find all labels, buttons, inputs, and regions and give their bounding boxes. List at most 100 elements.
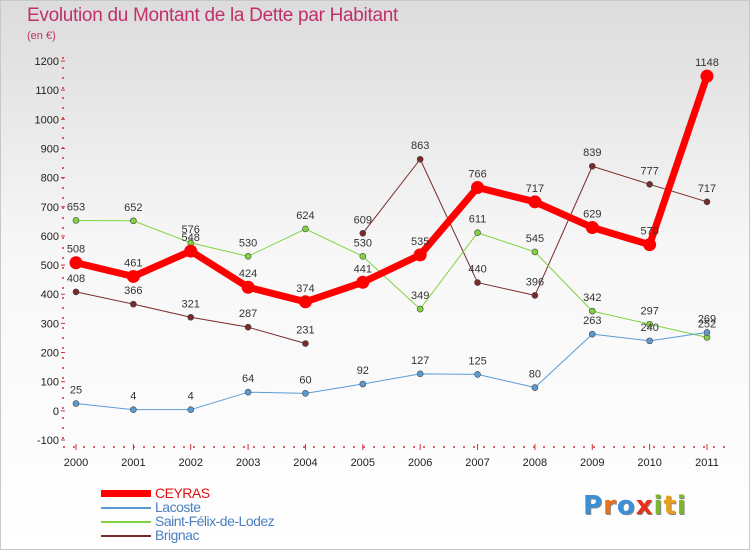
data-label-ceyras: 1148 — [695, 57, 719, 69]
x-tick-label: 2005 — [351, 457, 375, 469]
data-point-lacoste — [187, 406, 195, 413]
data-point-brignac — [416, 155, 424, 163]
data-point-lacoste — [302, 390, 309, 397]
data-label-ceyras: 717 — [526, 183, 544, 195]
data-label-ceyras: 441 — [354, 263, 372, 275]
data-label-lacoste: 127 — [411, 355, 429, 367]
data-point-ceyras — [69, 256, 83, 270]
data-point-ceyras — [413, 248, 427, 262]
data-label-brignac: 231 — [296, 325, 314, 337]
data-label-brignac: 717 — [698, 183, 716, 195]
data-point-brignac — [244, 323, 252, 331]
logo-letter: i — [676, 491, 687, 521]
logo-letter: o — [616, 491, 636, 521]
chart-title: Evolution du Montant de la Dette par Hab… — [27, 5, 398, 26]
data-label-ceyras: 766 — [468, 169, 486, 181]
data-point-lacoste — [359, 380, 367, 388]
y-tick-label: -100 — [37, 435, 59, 447]
data-point-lacoste — [588, 330, 596, 338]
y-tick-label: 600 — [41, 231, 59, 243]
x-tick-label: 2004 — [293, 457, 317, 469]
logo-letter: r — [603, 491, 617, 521]
legend-label-ceyras: CEYRAS — [155, 485, 210, 501]
data-point-ceyras — [700, 69, 714, 83]
data-label-saint-f-lix-de-lodez: 349 — [411, 290, 429, 302]
data-label-saint-f-lix-de-lodez: 530 — [239, 237, 257, 249]
y-tick-label: 1200 — [35, 56, 59, 68]
data-label-lacoste: 125 — [468, 355, 486, 367]
data-point-lacoste — [474, 371, 481, 378]
data-label-brignac: 863 — [411, 140, 429, 152]
series-line-ceyras — [72, 72, 711, 306]
data-label-ceyras: 570 — [640, 226, 658, 238]
y-tick-label: 300 — [41, 318, 59, 330]
data-point-ceyras — [528, 195, 542, 209]
legend-label-brignac: Brignac — [155, 527, 199, 543]
data-label-saint-f-lix-de-lodez: 652 — [124, 202, 142, 214]
chart-subtitle: (en €) — [27, 30, 56, 42]
data-label-brignac: 408 — [67, 273, 85, 285]
data-point-ceyras — [126, 269, 140, 283]
legend-swatch-saint-f-lix-de-lodez — [101, 521, 151, 523]
data-label-lacoste: 240 — [640, 322, 658, 334]
data-point-lacoste — [646, 337, 653, 345]
data-point-saint-f-lix-de-lodez — [646, 320, 653, 328]
data-point-ceyras — [241, 280, 255, 294]
data-point-brignac — [531, 292, 539, 299]
data-label-lacoste: 80 — [529, 369, 541, 381]
data-point-saint-f-lix-de-lodez — [130, 217, 137, 225]
y-tick-label: 100 — [41, 377, 59, 389]
data-label-saint-f-lix-de-lodez: 530 — [354, 237, 372, 249]
data-point-ceyras — [585, 220, 599, 234]
data-point-brignac — [703, 198, 711, 206]
data-point-saint-f-lix-de-lodez — [359, 253, 367, 260]
data-label-lacoste: 4 — [130, 391, 136, 403]
legend-swatch-ceyras — [101, 490, 151, 497]
y-tick-label: 900 — [41, 143, 59, 155]
data-label-brignac: 777 — [640, 165, 658, 177]
data-label-ceyras: 424 — [239, 268, 257, 280]
logo-letter: t — [663, 491, 677, 521]
data-point-saint-f-lix-de-lodez — [302, 225, 309, 233]
data-point-lacoste — [531, 384, 539, 391]
data-point-saint-f-lix-de-lodez — [588, 307, 596, 315]
data-label-ceyras: 629 — [583, 208, 601, 220]
data-point-brignac — [72, 288, 80, 296]
y-tick-label: 1100 — [35, 85, 59, 97]
data-label-ceyras: 535 — [411, 236, 429, 248]
data-label-brignac: 366 — [124, 285, 142, 297]
data-label-lacoste: 64 — [242, 373, 254, 385]
data-point-brignac — [359, 229, 367, 237]
y-tick-label: 200 — [41, 348, 59, 360]
data-label-lacoste: 4 — [188, 391, 194, 403]
data-point-lacoste — [703, 329, 711, 336]
y-tick-label: 1000 — [35, 114, 59, 126]
x-tick-label: 2006 — [408, 457, 432, 469]
data-label-brignac: 321 — [182, 298, 200, 310]
data-point-saint-f-lix-de-lodez — [416, 305, 424, 313]
data-point-brignac — [646, 181, 653, 188]
legend-swatch-lacoste — [101, 507, 151, 509]
y-tick-label: 400 — [41, 289, 59, 301]
data-label-saint-f-lix-de-lodez: 624 — [296, 210, 314, 222]
data-point-brignac — [130, 300, 137, 308]
logo-letter: x — [635, 491, 654, 521]
data-point-saint-f-lix-de-lodez — [531, 248, 539, 256]
x-tick-label: 2000 — [64, 457, 88, 469]
data-label-brignac: 839 — [583, 147, 601, 159]
x-tick-label: 2008 — [523, 457, 547, 469]
logo-letter: P — [583, 491, 604, 521]
data-label-lacoste: 263 — [583, 315, 601, 327]
data-label-saint-f-lix-de-lodez: 342 — [583, 292, 601, 304]
data-label-lacoste: 92 — [357, 365, 369, 377]
data-label-brignac: 440 — [468, 264, 486, 276]
series-line-lacoste — [75, 331, 708, 411]
data-label-saint-f-lix-de-lodez: 545 — [526, 233, 544, 245]
legend-label-lacoste: Lacoste — [155, 499, 201, 515]
data-point-brignac — [187, 313, 195, 321]
data-label-brignac: 287 — [239, 308, 257, 320]
data-point-lacoste — [72, 400, 80, 407]
data-point-ceyras — [643, 238, 657, 252]
